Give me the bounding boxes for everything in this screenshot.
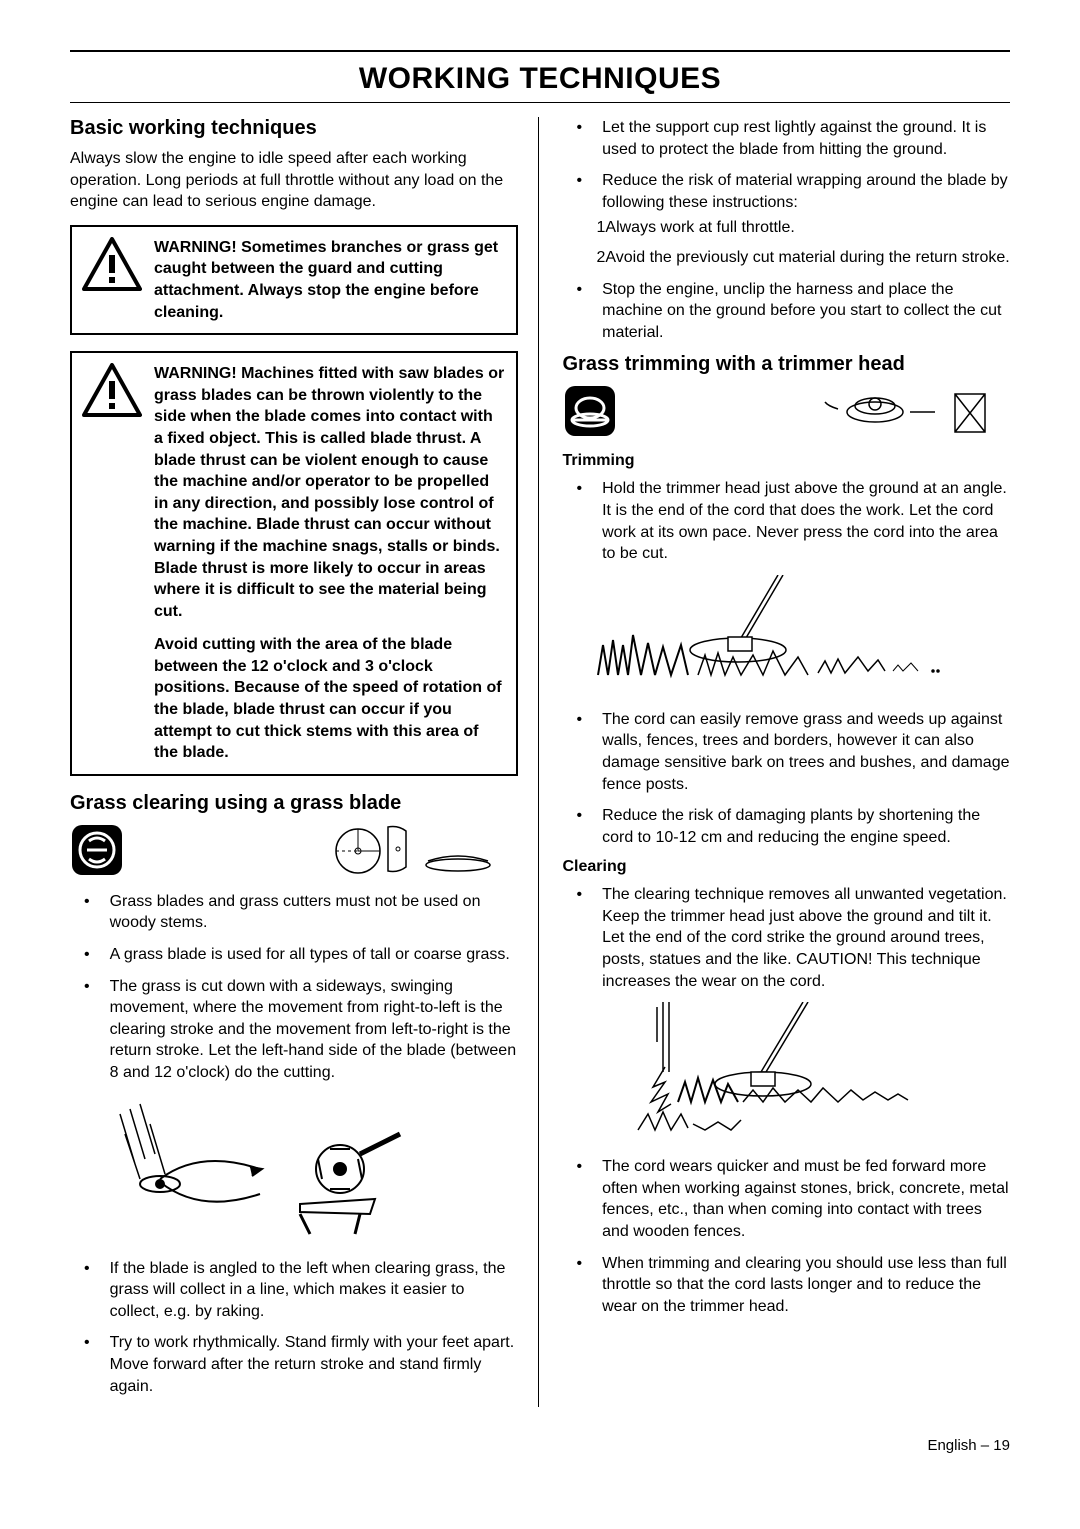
list-item: Try to work rhythmically. Stand firmly w… [70, 1332, 518, 1397]
list-item: If the blade is angled to the left when … [70, 1258, 518, 1323]
list-item: When trimming and clearing you should us… [563, 1253, 1011, 1318]
list-item: The cord wears quicker and must be fed f… [563, 1156, 1011, 1242]
top-divider [70, 50, 1010, 52]
numbered-item: 1Always work at full throttle. [597, 217, 1011, 239]
right-column: Let the support cup rest lightly against… [563, 117, 1011, 1407]
heading-grass-trimming: Grass trimming with a trimmer head [563, 353, 1011, 376]
warning-box-2: WARNING! Machines fitted with saw blades… [70, 351, 518, 776]
bullet-list-clearing-2: The cord wears quicker and must be fed f… [563, 1156, 1011, 1317]
trimmer-head-diagram-icon [820, 384, 990, 438]
subhead-clearing: Clearing [563, 858, 1011, 876]
list-item: Reduce the risk of material wrapping aro… [563, 170, 1011, 213]
warning-text-2: WARNING! Machines fitted with saw blades… [154, 363, 506, 764]
clearing-illustration-icon [593, 1002, 923, 1142]
page-footer: English – 19 [70, 1437, 1010, 1454]
bullet-list-right-top-2: Stop the engine, unclip the harness and … [563, 279, 1011, 344]
bullet-list-clearing: The clearing technique removes all unwan… [563, 884, 1011, 992]
bullet-list-trimming-2: The cord can easily remove grass and wee… [563, 709, 1011, 849]
bullet-list-trimming: Hold the trimmer head just above the gro… [563, 478, 1011, 564]
heading-grass-clearing: Grass clearing using a grass blade [70, 792, 518, 815]
icon-row-blade [70, 823, 518, 877]
warning-icon [82, 363, 142, 764]
numbered-item: 2Avoid the previously cut material durin… [597, 247, 1011, 269]
list-item: The cord can easily remove grass and wee… [563, 709, 1011, 795]
warning-icon [82, 237, 142, 323]
bullet-list-blade-2: If the blade is angled to the left when … [70, 1258, 518, 1398]
grass-blade-diagram-icon [328, 823, 498, 877]
grass-blade-pictogram-icon [70, 823, 124, 877]
list-item: The grass is cut down with a sideways, s… [70, 976, 518, 1084]
heading-basic-working: Basic working techniques [70, 117, 518, 140]
trimmer-head-pictogram-icon [563, 384, 617, 438]
list-item: Let the support cup rest lightly against… [563, 117, 1011, 160]
subhead-trimming: Trimming [563, 452, 1011, 470]
page-title: WORKING TECHNIQUES [70, 62, 1010, 96]
warning-box-1: WARNING! Sometimes branches or grass get… [70, 225, 518, 335]
numbered-sublist: 1Always work at full throttle. 2Avoid th… [563, 217, 1011, 268]
trimming-illustration-icon [593, 575, 943, 695]
intro-paragraph: Always slow the engine to idle speed aft… [70, 148, 518, 213]
list-item: Grass blades and grass cutters must not … [70, 891, 518, 934]
list-item: A grass blade is used for all types of t… [70, 944, 518, 966]
list-item: Stop the engine, unclip the harness and … [563, 279, 1011, 344]
columns: Basic working techniques Always slow the… [70, 117, 1010, 1407]
thin-divider [70, 102, 1010, 103]
list-item: The clearing technique removes all unwan… [563, 884, 1011, 992]
bullet-list-right-top: Let the support cup rest lightly against… [563, 117, 1011, 213]
list-item: Reduce the risk of damaging plants by sh… [563, 805, 1011, 848]
blade-swing-illustration-icon [100, 1094, 440, 1244]
left-column: Basic working techniques Always slow the… [70, 117, 539, 1407]
bullet-list-blade: Grass blades and grass cutters must not … [70, 891, 518, 1084]
list-item: Hold the trimmer head just above the gro… [563, 478, 1011, 564]
warning-text-1: WARNING! Sometimes branches or grass get… [154, 237, 506, 323]
icon-row-trimmer [563, 384, 1011, 438]
